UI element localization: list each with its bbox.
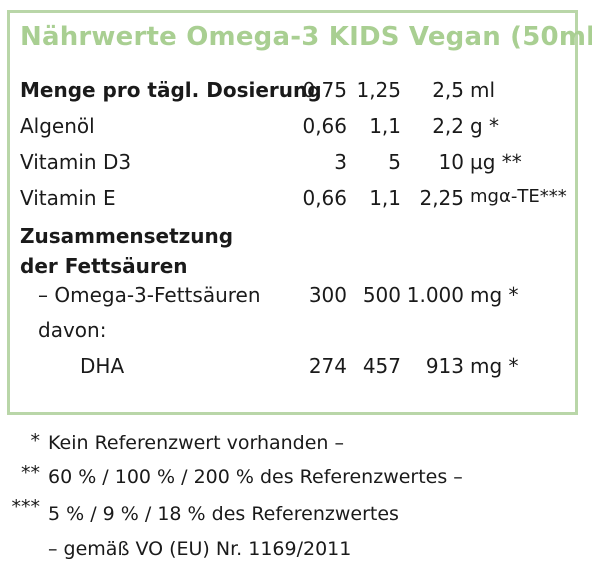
table-row: Vitamin E 0,66 1,1 2,25 mgα-TE*** xyxy=(0,186,592,216)
value-2: 1,25 xyxy=(356,78,401,102)
value-2: 500 xyxy=(362,283,401,307)
unit: g * xyxy=(470,114,500,138)
row-label: der Fettsäuren xyxy=(20,254,188,278)
unit: ml xyxy=(470,78,496,102)
footnote-mark: *** xyxy=(11,496,41,518)
table-row: der Fettsäuren xyxy=(0,254,592,284)
row-label: Algenöl xyxy=(20,114,95,138)
value-1: 274 xyxy=(308,354,347,378)
table-row: – Omega-3-Fettsäuren 300 500 1.000 mg * xyxy=(0,283,592,313)
footnote-text: Kein Referenzwert vorhanden – xyxy=(48,432,345,454)
value-1: 0,66 xyxy=(302,114,347,138)
value-3: 913 xyxy=(425,354,464,378)
row-label: davon: xyxy=(38,318,107,342)
unit: mgα-TE*** xyxy=(470,186,567,207)
value-2: 457 xyxy=(362,354,401,378)
footnote-text: – gemäß VO (EU) Nr. 1169/2011 xyxy=(48,538,352,560)
row-label: DHA xyxy=(80,354,125,378)
table-row: Zusammensetzung xyxy=(0,224,592,254)
footnote-text: 5 % / 9 % / 18 % des Referenzwertes xyxy=(48,503,399,525)
row-label: Zusammensetzung xyxy=(20,224,234,248)
table-row: Vitamin D3 3 5 10 µg ** xyxy=(0,150,592,180)
row-label: Vitamin D3 xyxy=(20,150,132,174)
row-label: Vitamin E xyxy=(20,186,116,210)
footnote-mark: * xyxy=(30,430,41,452)
row-label: Menge pro tägl. Dosierung xyxy=(20,78,322,102)
nutrition-title: Nährwerte Omega-3 KIDS Vegan (50ml) xyxy=(20,22,592,52)
value-2: 5 xyxy=(388,150,401,174)
value-2: 1,1 xyxy=(369,114,401,138)
table-row: DHA 274 457 913 mg * xyxy=(0,354,592,384)
table-row: Algenöl 0,66 1,1 2,2 g * xyxy=(0,114,592,144)
table-row: davon: xyxy=(0,318,592,348)
unit: mg * xyxy=(470,283,519,307)
value-1: 300 xyxy=(308,283,347,307)
row-label: – Omega-3-Fettsäuren xyxy=(38,283,261,307)
table-row: Menge pro tägl. Dosierung 0,75 1,25 2,5 … xyxy=(0,78,592,108)
value-3: 1.000 xyxy=(406,283,464,307)
nutrition-box xyxy=(7,10,578,415)
unit: µg ** xyxy=(470,150,522,174)
footnote-mark: ** xyxy=(21,462,40,484)
value-3: 2,25 xyxy=(419,186,464,210)
value-1: 0,75 xyxy=(302,78,347,102)
value-3: 2,5 xyxy=(432,78,464,102)
value-3: 2,2 xyxy=(432,114,464,138)
unit: mg * xyxy=(470,354,519,378)
value-2: 1,1 xyxy=(369,186,401,210)
value-1: 0,66 xyxy=(302,186,347,210)
footnote-text: 60 % / 100 % / 200 % des Referenzwertes … xyxy=(48,466,463,488)
value-3: 10 xyxy=(438,150,464,174)
value-1: 3 xyxy=(334,150,347,174)
